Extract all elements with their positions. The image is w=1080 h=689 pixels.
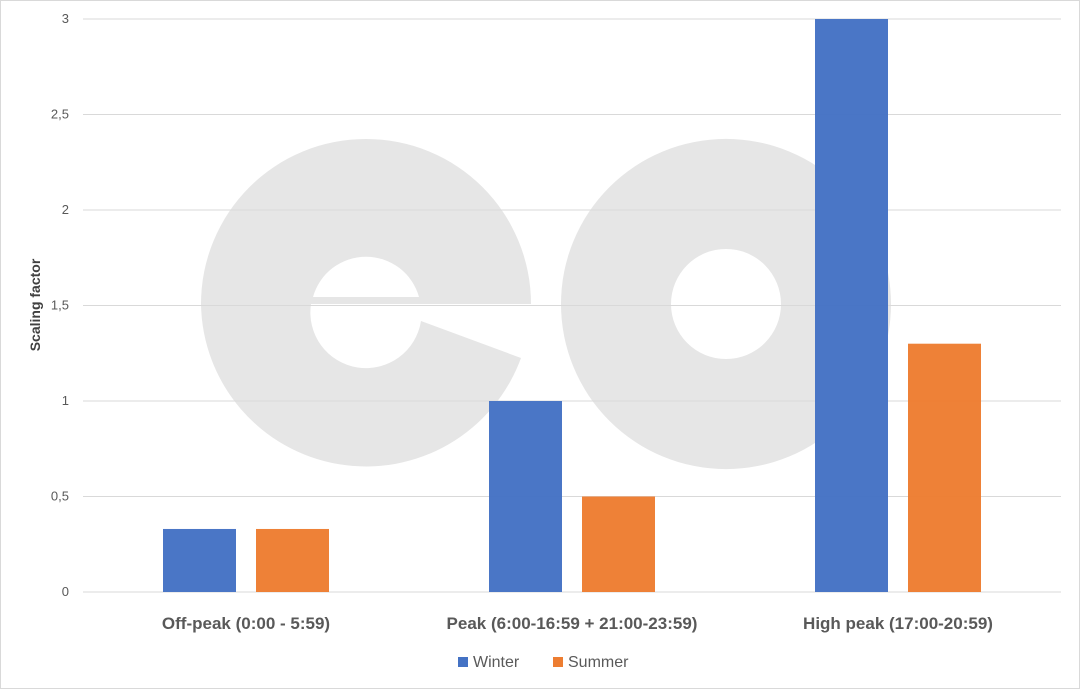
bars [163,19,981,592]
legend-label-winter: Winter [473,654,520,671]
y-tick-label: 0,5 [51,489,69,504]
bar-winter-0 [163,528,236,592]
bar-winter-1 [489,401,562,592]
legend-swatch-winter [458,657,468,667]
y-axis-label: Scaling factor [27,258,43,351]
y-tick-label: 1,5 [51,298,69,313]
legend-swatch-summer [553,657,563,667]
x-axis-categories: Off-peak (0:00 - 5:59) Peak (6:00-16:59 +… [162,614,993,633]
legend: Winter Summer [458,654,629,671]
y-tick-label: 3 [62,11,69,26]
y-tick-label: 2,5 [51,107,69,122]
y-tick-label: 2 [62,202,69,217]
bar-summer-1 [582,496,655,592]
x-category-label: Peak (6:00-16:59 + 21:00-23:59) [447,614,698,633]
y-axis-ticks: 0 0,5 1 1,5 2 2,5 3 [51,11,69,599]
bar-winter-2 [815,19,888,592]
watermark-e-shape [201,138,531,467]
legend-label-summer: Summer [568,654,629,671]
bar-summer-0 [256,528,329,592]
gridlines [83,18,1061,593]
x-category-label: Off-peak (0:00 - 5:59) [162,614,330,633]
bar-summer-2 [908,343,981,592]
y-tick-label: 0 [62,584,69,599]
x-category-label: High peak (17:00-20:59) [803,614,993,633]
watermark-o-shape [561,138,892,470]
y-tick-label: 1 [62,393,69,408]
eo-logo-watermark-icon [201,138,892,470]
